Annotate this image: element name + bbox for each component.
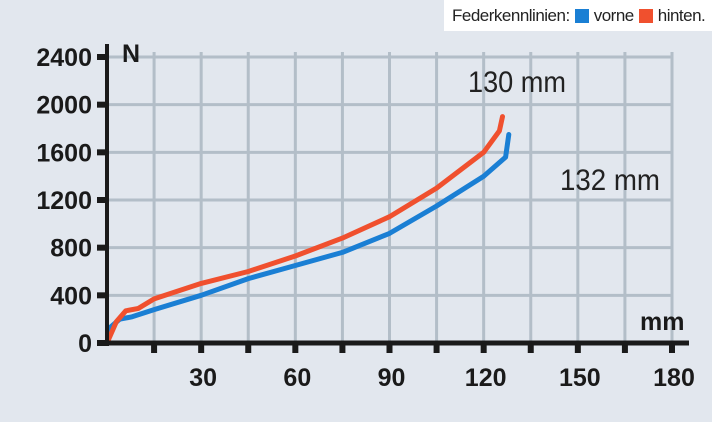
annotation-132mm: 132 mm — [560, 164, 660, 197]
legend-swatch-hinten — [638, 8, 653, 23]
series-lines — [104, 114, 512, 346]
x-tick-mark — [245, 343, 252, 353]
x-tick-mark — [574, 343, 581, 353]
y-tick-mark — [97, 244, 107, 251]
x-tick-label: 30 — [189, 364, 217, 392]
axes: 0 400 800 1200 1600 2000 2400 30 60 90 120 150 180 — [36, 44, 695, 392]
legend-label-hinten: hinten. — [657, 5, 706, 25]
y-tick-mark — [97, 292, 107, 299]
y-tick-label: 800 — [50, 235, 92, 263]
x-tick-mark — [480, 343, 487, 353]
legend: Federkennlinien: vorne hinten. — [444, 0, 712, 31]
x-tick-mark — [198, 343, 205, 353]
x-tick-mark — [386, 343, 393, 353]
x-tick-mark — [621, 343, 628, 353]
y-tick-label: 2000 — [36, 92, 92, 120]
x-tick-label: 180 — [653, 364, 695, 392]
x-tick-mark — [151, 343, 158, 353]
y-tick-label: 2400 — [36, 44, 92, 72]
x-tick-mark — [527, 343, 534, 353]
x-tick-label: 90 — [378, 364, 406, 392]
y-axis-label: N — [122, 40, 140, 68]
x-tick-label: 120 — [465, 364, 507, 392]
series-line-vorne — [104, 132, 512, 346]
annotation-130mm: 130 mm — [468, 66, 566, 99]
x-tick-mark — [669, 343, 675, 353]
y-tick-label: 1600 — [36, 139, 92, 167]
x-tick-mark — [433, 343, 440, 353]
legend-swatch-vorne — [574, 8, 589, 23]
y-tick-label: 400 — [50, 282, 92, 310]
y-tick-mark — [97, 54, 107, 60]
y-tick-mark — [97, 149, 107, 156]
x-tick-mark — [339, 343, 346, 353]
grid — [107, 52, 674, 343]
legend-label-vorne: vorne — [593, 5, 635, 25]
legend-title: Federkennlinien: — [452, 5, 570, 25]
y-tick-mark — [97, 101, 107, 108]
y-tick-label: 0 — [78, 330, 92, 358]
x-tick-label: 60 — [283, 364, 311, 392]
y-tick-label: 1200 — [36, 187, 92, 215]
x-tick-mark — [292, 343, 299, 353]
x-tick-label: 150 — [559, 364, 601, 392]
x-axis-label: mm — [640, 308, 684, 336]
y-tick-mark — [97, 197, 107, 203]
series-line-hinten — [104, 114, 505, 346]
y-tick-mark — [97, 340, 107, 346]
